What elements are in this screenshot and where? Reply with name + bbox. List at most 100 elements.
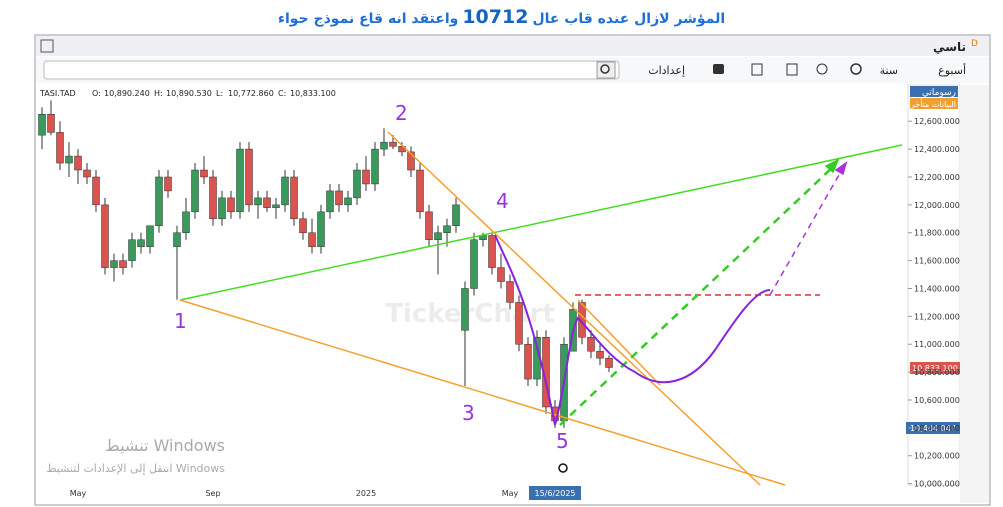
- arrow-head: [834, 161, 848, 176]
- candle-body: [182, 211, 190, 233]
- camera-button[interactable]: [713, 64, 724, 74]
- candle-body: [515, 302, 523, 345]
- legend-label: O:: [92, 89, 101, 98]
- candle-body: [227, 197, 235, 213]
- candle-body: [263, 197, 271, 208]
- target-arrow: [769, 167, 844, 296]
- chart-type-button[interactable]: [786, 63, 798, 76]
- legend-symbol: TASI.TAD: [39, 89, 76, 98]
- price-axis: [907, 84, 961, 486]
- drawings-label: رسوماتي: [922, 88, 956, 98]
- candle-body: [389, 141, 397, 147]
- drawings-tab[interactable]: [910, 86, 958, 97]
- candle-body: [605, 357, 613, 368]
- y-tick-label: 12,400.000: [914, 145, 960, 154]
- x-tick-label: May: [502, 489, 519, 498]
- trend-line: [179, 144, 903, 301]
- target-arrow: [559, 164, 836, 426]
- annotations: [179, 131, 903, 486]
- activation-notice: تنشيط Windows: [105, 436, 225, 455]
- y-tick-label: 10,800.000: [914, 368, 960, 377]
- candle-body: [407, 151, 415, 171]
- candle-body: [173, 232, 181, 247]
- activation-hint: انتقل إلى الإعدادات لتنشيط Windows: [46, 462, 225, 475]
- candle-body: [164, 176, 172, 192]
- candle-body: [272, 204, 280, 208]
- settings-button[interactable]: إعدادات: [648, 64, 685, 77]
- maximize-button[interactable]: [40, 39, 54, 53]
- candle-body: [461, 288, 469, 331]
- candle-body: [92, 176, 100, 206]
- candle-body: [236, 148, 244, 213]
- week-button[interactable]: أسبوع: [938, 63, 966, 77]
- candle-body: [47, 114, 55, 133]
- title-text: المؤشر لازال عنده قاب عال: [532, 11, 726, 27]
- year-button[interactable]: سنة: [880, 64, 898, 77]
- watermark: TickerChart: [385, 299, 555, 329]
- level-price: 10,404.047: [910, 424, 956, 433]
- delayed-tab: [910, 98, 958, 109]
- x-tick-label: 2025: [356, 489, 376, 498]
- candle-body: [497, 267, 505, 282]
- y-tick-label: 10,600.000: [914, 396, 960, 405]
- wave-label: 4: [496, 189, 509, 213]
- candle-body: [155, 176, 163, 227]
- title-bar: [36, 36, 989, 56]
- indicator-button[interactable]: [751, 63, 763, 76]
- candle-body: [326, 190, 334, 213]
- candle-body: [443, 225, 451, 233]
- candle-body: [587, 337, 595, 352]
- cursor-date-box: [529, 486, 581, 500]
- post-title: المؤشر لازال عنده قاب عال10712واعتقد انه…: [0, 6, 1003, 28]
- y-tick-label: 11,200.000: [914, 312, 960, 321]
- x-tick-label: Sep: [205, 489, 220, 498]
- x-tick-label: May: [70, 489, 87, 498]
- candle-body: [434, 232, 442, 240]
- eve-pattern-curve: [494, 234, 771, 426]
- candle-body: [335, 190, 343, 206]
- candle-body: [254, 197, 262, 206]
- trend-line: [577, 299, 661, 386]
- candle-body: [200, 169, 208, 178]
- symbol-name: تاسي: [933, 40, 966, 54]
- y-tick-label: 12,000.000: [914, 201, 960, 210]
- candle-body: [317, 211, 325, 247]
- candle-body: [524, 343, 532, 380]
- arrow-head: [824, 158, 840, 174]
- y-tick-label: 10,000.000: [914, 480, 960, 489]
- wave-label: 1: [174, 309, 187, 333]
- candle-body: [506, 281, 514, 303]
- candle-body: [380, 141, 388, 150]
- legend-value: 10,772.860: [228, 89, 274, 98]
- wave-label: 2: [395, 101, 408, 125]
- candle-body: [209, 176, 217, 220]
- candle-body: [488, 235, 496, 268]
- y-tick-label: 12,200.000: [914, 173, 960, 182]
- candle-body: [137, 239, 145, 247]
- title-number: 10712: [462, 6, 529, 28]
- candle-body: [596, 350, 604, 359]
- clock-button[interactable]: [850, 63, 862, 75]
- legend-label: C:: [278, 89, 286, 98]
- candle-body: [362, 169, 370, 185]
- side-toolbar: [960, 85, 989, 503]
- search-box[interactable]: [43, 60, 620, 80]
- candle-body: [290, 176, 298, 220]
- y-tick-label: 12,600.000: [914, 117, 960, 126]
- candle-body: [452, 204, 460, 227]
- candle-body: [344, 197, 352, 206]
- candle-body: [425, 211, 433, 240]
- legend-label: H:: [154, 89, 163, 98]
- candle-body: [371, 148, 379, 185]
- candle-body: [146, 225, 154, 247]
- auto-button[interactable]: [816, 63, 828, 75]
- title-text: واعتقد انه قاع نموذج حواء: [277, 11, 459, 27]
- candle-body: [245, 148, 253, 206]
- legend-value: 10,833.100: [290, 89, 336, 98]
- wave-label: 3: [462, 401, 475, 425]
- candle-body: [308, 232, 316, 247]
- x-tick-label: 15/6/2025: [534, 489, 575, 498]
- candle-body: [38, 114, 46, 136]
